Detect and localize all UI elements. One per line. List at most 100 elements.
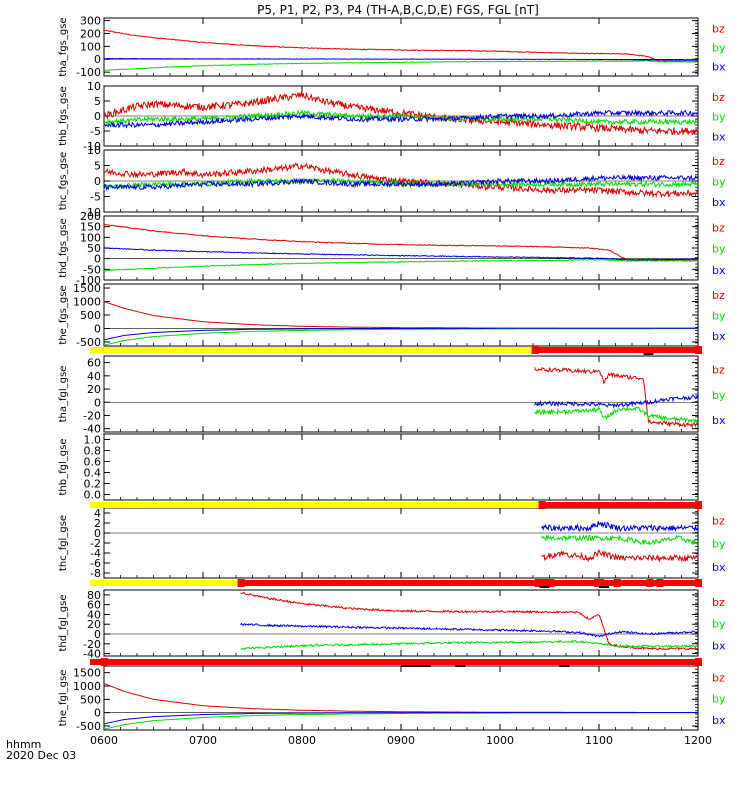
flag-bar-yellow	[90, 347, 535, 353]
x-tick-label: 0700	[189, 734, 217, 747]
series-bx	[103, 173, 699, 191]
x-axis-label-date: 2020 Dec 03	[6, 749, 76, 762]
flag-bar-marker	[531, 346, 539, 354]
y-tick-label: 20	[87, 383, 101, 396]
series-by	[103, 258, 699, 272]
y-tick-label: -4	[90, 547, 101, 560]
legend-by: by	[712, 538, 726, 551]
panel-thb_fgl_gse: thb_fgl_gse 1.00.80.60.40.20.0	[58, 433, 699, 502]
y-tick-label: 0.4	[84, 467, 102, 480]
flag-bar-black-mark	[599, 586, 609, 588]
legend-bz: bz	[712, 22, 725, 35]
panel-frame	[103, 215, 699, 281]
y-axis-label: thd_fgl_gse	[58, 595, 69, 652]
x-tick-label: 1000	[486, 734, 514, 747]
y-tick-label: 1000	[73, 680, 101, 693]
legend-bz: bz	[712, 155, 725, 168]
legend-by: by	[712, 618, 726, 631]
y-tick-label: 4	[94, 507, 101, 520]
y-tick-label: -2	[90, 537, 101, 550]
legend-bx: bx	[712, 414, 726, 427]
y-tick-label: 0	[94, 628, 101, 641]
legend-by: by	[712, 310, 726, 323]
flag-bar-black-mark	[455, 665, 466, 667]
y-tick-label: 500	[80, 693, 101, 706]
y-tick-label: -6	[90, 557, 101, 570]
legend-by: by	[712, 389, 726, 402]
series-by	[541, 533, 699, 546]
y-axis-label: thb_fgl_gse	[58, 439, 69, 496]
y-tick-label: 80	[87, 589, 101, 602]
y-axis-label: the_fgs_gse	[58, 285, 69, 344]
flag-bar-block	[646, 579, 654, 587]
flag-bar-black-mark	[539, 586, 550, 588]
flag-bar-end-marker	[695, 658, 702, 666]
y-tick-label: 40	[87, 608, 101, 621]
y-tick-label: 0.6	[84, 456, 102, 469]
series-bz	[103, 29, 699, 63]
y-tick-label: 0	[94, 253, 101, 266]
y-tick-label: 0	[94, 175, 101, 188]
legend-by: by	[712, 111, 726, 124]
y-axis-label: thd_fgs_gse	[58, 218, 69, 277]
series-bx	[103, 327, 698, 341]
flag-bar-black-mark	[643, 353, 654, 355]
flag-bar-end-marker	[695, 346, 702, 354]
flag-bar-black-mark	[401, 665, 431, 667]
y-tick-label: -100	[76, 66, 101, 79]
y-tick-label: -10	[83, 206, 101, 219]
y-tick-label: -8	[90, 567, 101, 580]
y-tick-label: 2	[94, 517, 101, 530]
legend-by: by	[712, 693, 726, 706]
flag-bar-black-mark	[559, 665, 570, 667]
legend-bx: bx	[712, 639, 726, 652]
y-tick-label: -40	[83, 423, 101, 436]
y-tick-label: 5	[94, 95, 101, 108]
y-tick-label: 0	[94, 396, 101, 409]
x-axis-label-hhmm: hhmm	[6, 738, 41, 751]
legend-bx: bx	[712, 61, 726, 74]
y-tick-label: -5	[90, 191, 101, 204]
flag-bar-red	[534, 347, 698, 353]
plot-title: P5, P1, P2, P3, P4 (TH-A,B,C,D,E) FGS, F…	[257, 3, 539, 17]
y-tick-label: 20	[87, 618, 101, 631]
legend-bx: bx	[712, 330, 726, 343]
series-bz	[240, 592, 698, 651]
flag-bar-red	[240, 580, 698, 586]
x-tick-label: 1200	[684, 734, 712, 747]
y-tick-label: 0	[94, 707, 101, 720]
y-tick-label: 0.8	[84, 445, 102, 458]
series-bz	[103, 682, 698, 713]
series-bx	[103, 247, 699, 261]
flag-bar-yellow	[90, 580, 241, 586]
flag-bar-red	[541, 502, 698, 508]
flag-bar-block	[534, 579, 555, 587]
panel-thb_fgs_gse: thb_fgs_gse 10 5 0 -5 -10 bz by bx	[58, 80, 726, 153]
series-bx	[103, 712, 698, 725]
x-tick-label: 0900	[387, 734, 415, 747]
panel-frame	[103, 283, 699, 347]
y-axis-label: tha_fgl_gse	[58, 366, 69, 423]
y-tick-label: 10	[87, 144, 101, 157]
y-tick-label: -40	[83, 648, 101, 661]
y-tick-label: 1500	[73, 282, 101, 295]
legend-bz: bz	[712, 672, 725, 685]
series-bz	[534, 366, 699, 429]
y-tick-label: 300	[80, 15, 101, 28]
series-bz	[103, 223, 699, 262]
flag-bar-yellow	[90, 502, 542, 508]
y-tick-label: -5	[90, 125, 101, 138]
series-bx	[103, 108, 699, 129]
panel-frame	[103, 17, 699, 77]
flag-bar-block	[613, 579, 621, 587]
series-bz	[103, 301, 698, 329]
y-axis-label: thb_fgs_gse	[58, 86, 69, 145]
y-tick-label: 0	[94, 110, 101, 123]
legend-bx: bx	[712, 196, 726, 209]
y-tick-label: -10	[83, 140, 101, 153]
